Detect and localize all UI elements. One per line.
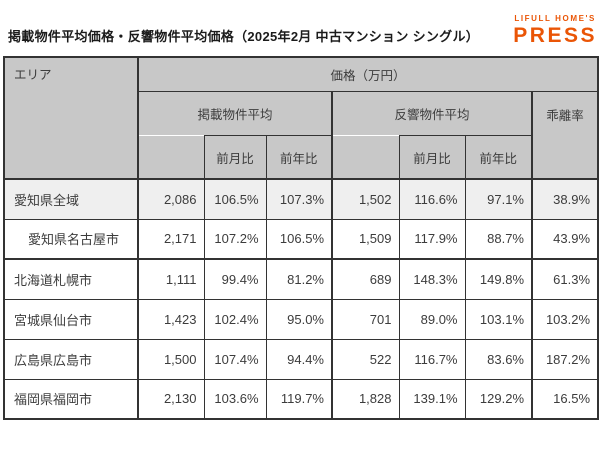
logo-press-icon: PRESS xyxy=(513,24,597,47)
listed-price-cell: 2,171 xyxy=(137,218,205,260)
divergence-cell: 187.2% xyxy=(530,338,599,380)
area-cell: 北海道札幌市 xyxy=(3,258,139,300)
table-header-listed-yoy: 前年比 xyxy=(265,135,333,180)
listed-yoy-cell: 94.4% xyxy=(265,338,333,380)
divergence-cell: 16.5% xyxy=(530,378,599,420)
table-row: 愛知県名古屋市 2,171 107.2% 106.5% 1,509 117.9%… xyxy=(3,218,599,260)
listed-mom-cell: 107.4% xyxy=(203,338,267,380)
logo-lifull-homes: LIFULL HOME'S xyxy=(514,14,596,23)
table-header-response-mom: 前月比 xyxy=(398,135,466,180)
table-row: 福岡県福岡市 2,130 103.6% 119.7% 1,828 139.1% … xyxy=(3,378,599,420)
response-yoy-cell: 88.7% xyxy=(464,218,533,260)
response-yoy-cell: 83.6% xyxy=(464,338,533,380)
listed-mom-cell: 102.4% xyxy=(203,298,267,340)
listed-mom-cell: 99.4% xyxy=(203,258,267,300)
listed-price-cell: 2,086 xyxy=(137,178,205,220)
area-cell: 宮城県仙台市 xyxy=(3,298,139,340)
table-row: 愛知県全域 2,086 106.5% 107.3% 1,502 116.6% 9… xyxy=(3,178,599,220)
response-price-cell: 1,502 xyxy=(331,178,400,220)
response-price-cell: 1,828 xyxy=(331,378,400,420)
listed-yoy-cell: 119.7% xyxy=(265,378,333,420)
page-title: 掲載物件平均価格・反響物件平均価格（2025年2月 中古マンション シングル） xyxy=(8,29,480,44)
listed-price-cell: 2,130 xyxy=(137,378,205,420)
listed-yoy-cell: 106.5% xyxy=(265,218,333,260)
table-header-response-yoy: 前年比 xyxy=(464,135,533,180)
response-price-cell: 1,509 xyxy=(331,218,400,260)
table-header-response-average: 反響物件平均 xyxy=(331,91,533,136)
table-row: 広島県広島市 1,500 107.4% 94.4% 522 116.7% 83.… xyxy=(3,338,599,380)
divergence-cell: 103.2% xyxy=(530,298,599,340)
header-row-1: エリア 価格（万円） xyxy=(3,56,599,180)
response-mom-cell: 116.7% xyxy=(398,338,466,380)
table-row: 宮城県仙台市 1,423 102.4% 95.0% 701 89.0% 103.… xyxy=(3,298,599,340)
listed-mom-cell: 103.6% xyxy=(203,378,267,420)
divergence-cell: 43.9% xyxy=(530,218,599,260)
response-yoy-cell: 97.1% xyxy=(464,178,533,220)
response-price-cell: 701 xyxy=(331,298,400,340)
divergence-cell: 61.3% xyxy=(530,258,599,300)
table-header-listed-mom: 前月比 xyxy=(203,135,267,180)
listed-price-cell: 1,500 xyxy=(137,338,205,380)
table-header-price-unit: 価格（万円） xyxy=(136,56,599,92)
area-cell: 愛知県全域 xyxy=(3,178,139,220)
area-cell: 福岡県福岡市 xyxy=(3,378,139,420)
listed-yoy-cell: 107.3% xyxy=(265,178,333,220)
listed-price-cell: 1,423 xyxy=(137,298,205,340)
divergence-cell: 38.9% xyxy=(530,178,599,220)
listed-yoy-cell: 95.0% xyxy=(265,298,333,340)
response-mom-cell: 89.0% xyxy=(398,298,466,340)
header-spacer-cell xyxy=(137,135,205,180)
response-mom-cell: 139.1% xyxy=(398,378,466,420)
listed-yoy-cell: 81.2% xyxy=(265,258,333,300)
response-yoy-cell: 129.2% xyxy=(464,378,533,420)
brand-logo: LIFULL HOME'S PRESS xyxy=(513,14,597,47)
header-spacer-cell xyxy=(331,135,400,180)
area-cell: 広島県広島市 xyxy=(3,338,139,380)
header-row-2: 掲載物件平均 反響物件平均 乖離率 xyxy=(4,91,599,180)
listed-price-cell: 1,111 xyxy=(137,258,205,300)
response-price-cell: 522 xyxy=(331,338,400,380)
listed-mom-cell: 107.2% xyxy=(203,218,267,260)
response-mom-cell: 117.9% xyxy=(398,218,466,260)
table-header-area: エリア xyxy=(3,56,139,180)
response-yoy-cell: 149.8% xyxy=(464,258,533,300)
area-cell: 愛知県名古屋市 xyxy=(3,218,139,260)
listed-mom-cell: 106.5% xyxy=(203,178,267,220)
response-mom-cell: 116.6% xyxy=(398,178,466,220)
response-mom-cell: 148.3% xyxy=(398,258,466,300)
table-header-listed-average: 掲載物件平均 xyxy=(137,91,333,136)
header-row-3: 前月比 前年比 前月比 前年比 xyxy=(4,135,598,180)
price-table: エリア 価格（万円） 掲載物件平均 反響物件平均 乖離率 前月比 前年比 前月比… xyxy=(3,56,600,420)
response-price-cell: 689 xyxy=(331,258,400,300)
table-header-divergence-rate: 乖離率 xyxy=(530,91,599,180)
response-yoy-cell: 103.1% xyxy=(464,298,533,340)
table-row: 北海道札幌市 1,111 99.4% 81.2% 689 148.3% 149.… xyxy=(3,258,599,300)
